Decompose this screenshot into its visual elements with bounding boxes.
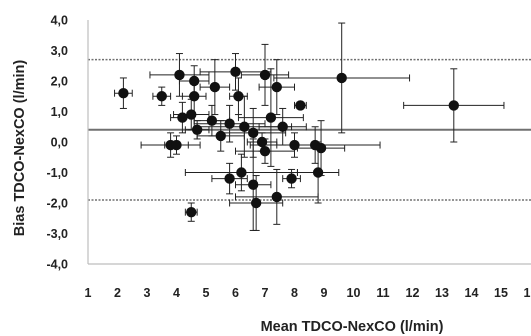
data-point (250, 197, 262, 209)
data-point (265, 112, 277, 123)
data-point (156, 91, 167, 102)
data-point (224, 173, 235, 184)
y-tick-label: -2,0 (46, 197, 68, 211)
x-tick-label: 1 (85, 286, 92, 300)
data-point (239, 121, 250, 132)
x-axis-title: Mean TDCO-NexCO (l/min) (261, 319, 444, 335)
data-point (177, 112, 188, 123)
y-tick-label: -1,0 (46, 166, 68, 180)
x-tick-label: 12 (406, 286, 420, 300)
data-point (271, 81, 282, 93)
x-tick-label: 11 (376, 286, 389, 300)
x-tick-label: 8 (291, 286, 298, 300)
data-point (171, 139, 182, 151)
x-tick-label: 15 (494, 286, 508, 300)
data-point (312, 167, 324, 178)
x-tick-label: 10 (347, 286, 361, 300)
x-tick-labels: 12345678910111213141516 (85, 286, 531, 300)
data-point (215, 130, 226, 142)
data-point (259, 69, 271, 81)
data-point (174, 69, 185, 81)
data-point (230, 66, 241, 78)
x-tick-label: 7 (262, 286, 269, 300)
data-point (118, 88, 129, 99)
data-point (224, 118, 235, 129)
data-point (189, 75, 200, 87)
y-tick-label: -4,0 (46, 258, 68, 272)
data-point (448, 100, 459, 111)
x-tick-label: 3 (144, 286, 151, 300)
data-point (295, 100, 306, 111)
reference-lines (88, 58, 531, 201)
data-point (209, 81, 221, 93)
y-tick-labels: -4,0 -3,0 -2,0 -1,0 0,0 1,0 2,0 3,0 4,0 (46, 14, 68, 272)
data-point (206, 115, 218, 126)
x-tick-label: 16 (524, 286, 531, 300)
y-tick-label: 2,0 (51, 75, 68, 89)
y-tick-label: 1,0 (51, 105, 68, 119)
data-point (186, 109, 197, 120)
x-tick-label: 2 (114, 286, 121, 300)
data-point (256, 136, 268, 148)
x-tick-label: 5 (203, 286, 210, 300)
data-point (315, 142, 327, 154)
axes (87, 20, 531, 265)
data-point (336, 72, 347, 84)
x-tick-label: 14 (465, 286, 479, 300)
data-point (189, 91, 200, 102)
x-tick-label: 9 (321, 286, 328, 300)
data-point (236, 167, 247, 178)
data-point (277, 121, 288, 132)
data-point (186, 206, 197, 218)
y-tick-label: 4,0 (51, 14, 68, 28)
data-point (289, 139, 300, 151)
x-tick-label: 13 (435, 286, 449, 300)
data-point (191, 124, 203, 135)
data-points (118, 66, 459, 218)
y-tick-label: -3,0 (46, 227, 68, 241)
data-point (248, 179, 259, 190)
y-axis-title: Bias TDCO-NexCO (l/min) (12, 60, 28, 237)
y-tick-label: 3,0 (51, 44, 68, 58)
data-point (259, 145, 271, 157)
y-tick-label: 0,0 (51, 136, 68, 150)
x-tick-label: 4 (173, 286, 180, 300)
data-point (233, 91, 244, 102)
data-point (271, 191, 282, 203)
data-point (286, 173, 297, 184)
data-point (248, 127, 259, 139)
x-tick-label: 6 (232, 286, 239, 300)
